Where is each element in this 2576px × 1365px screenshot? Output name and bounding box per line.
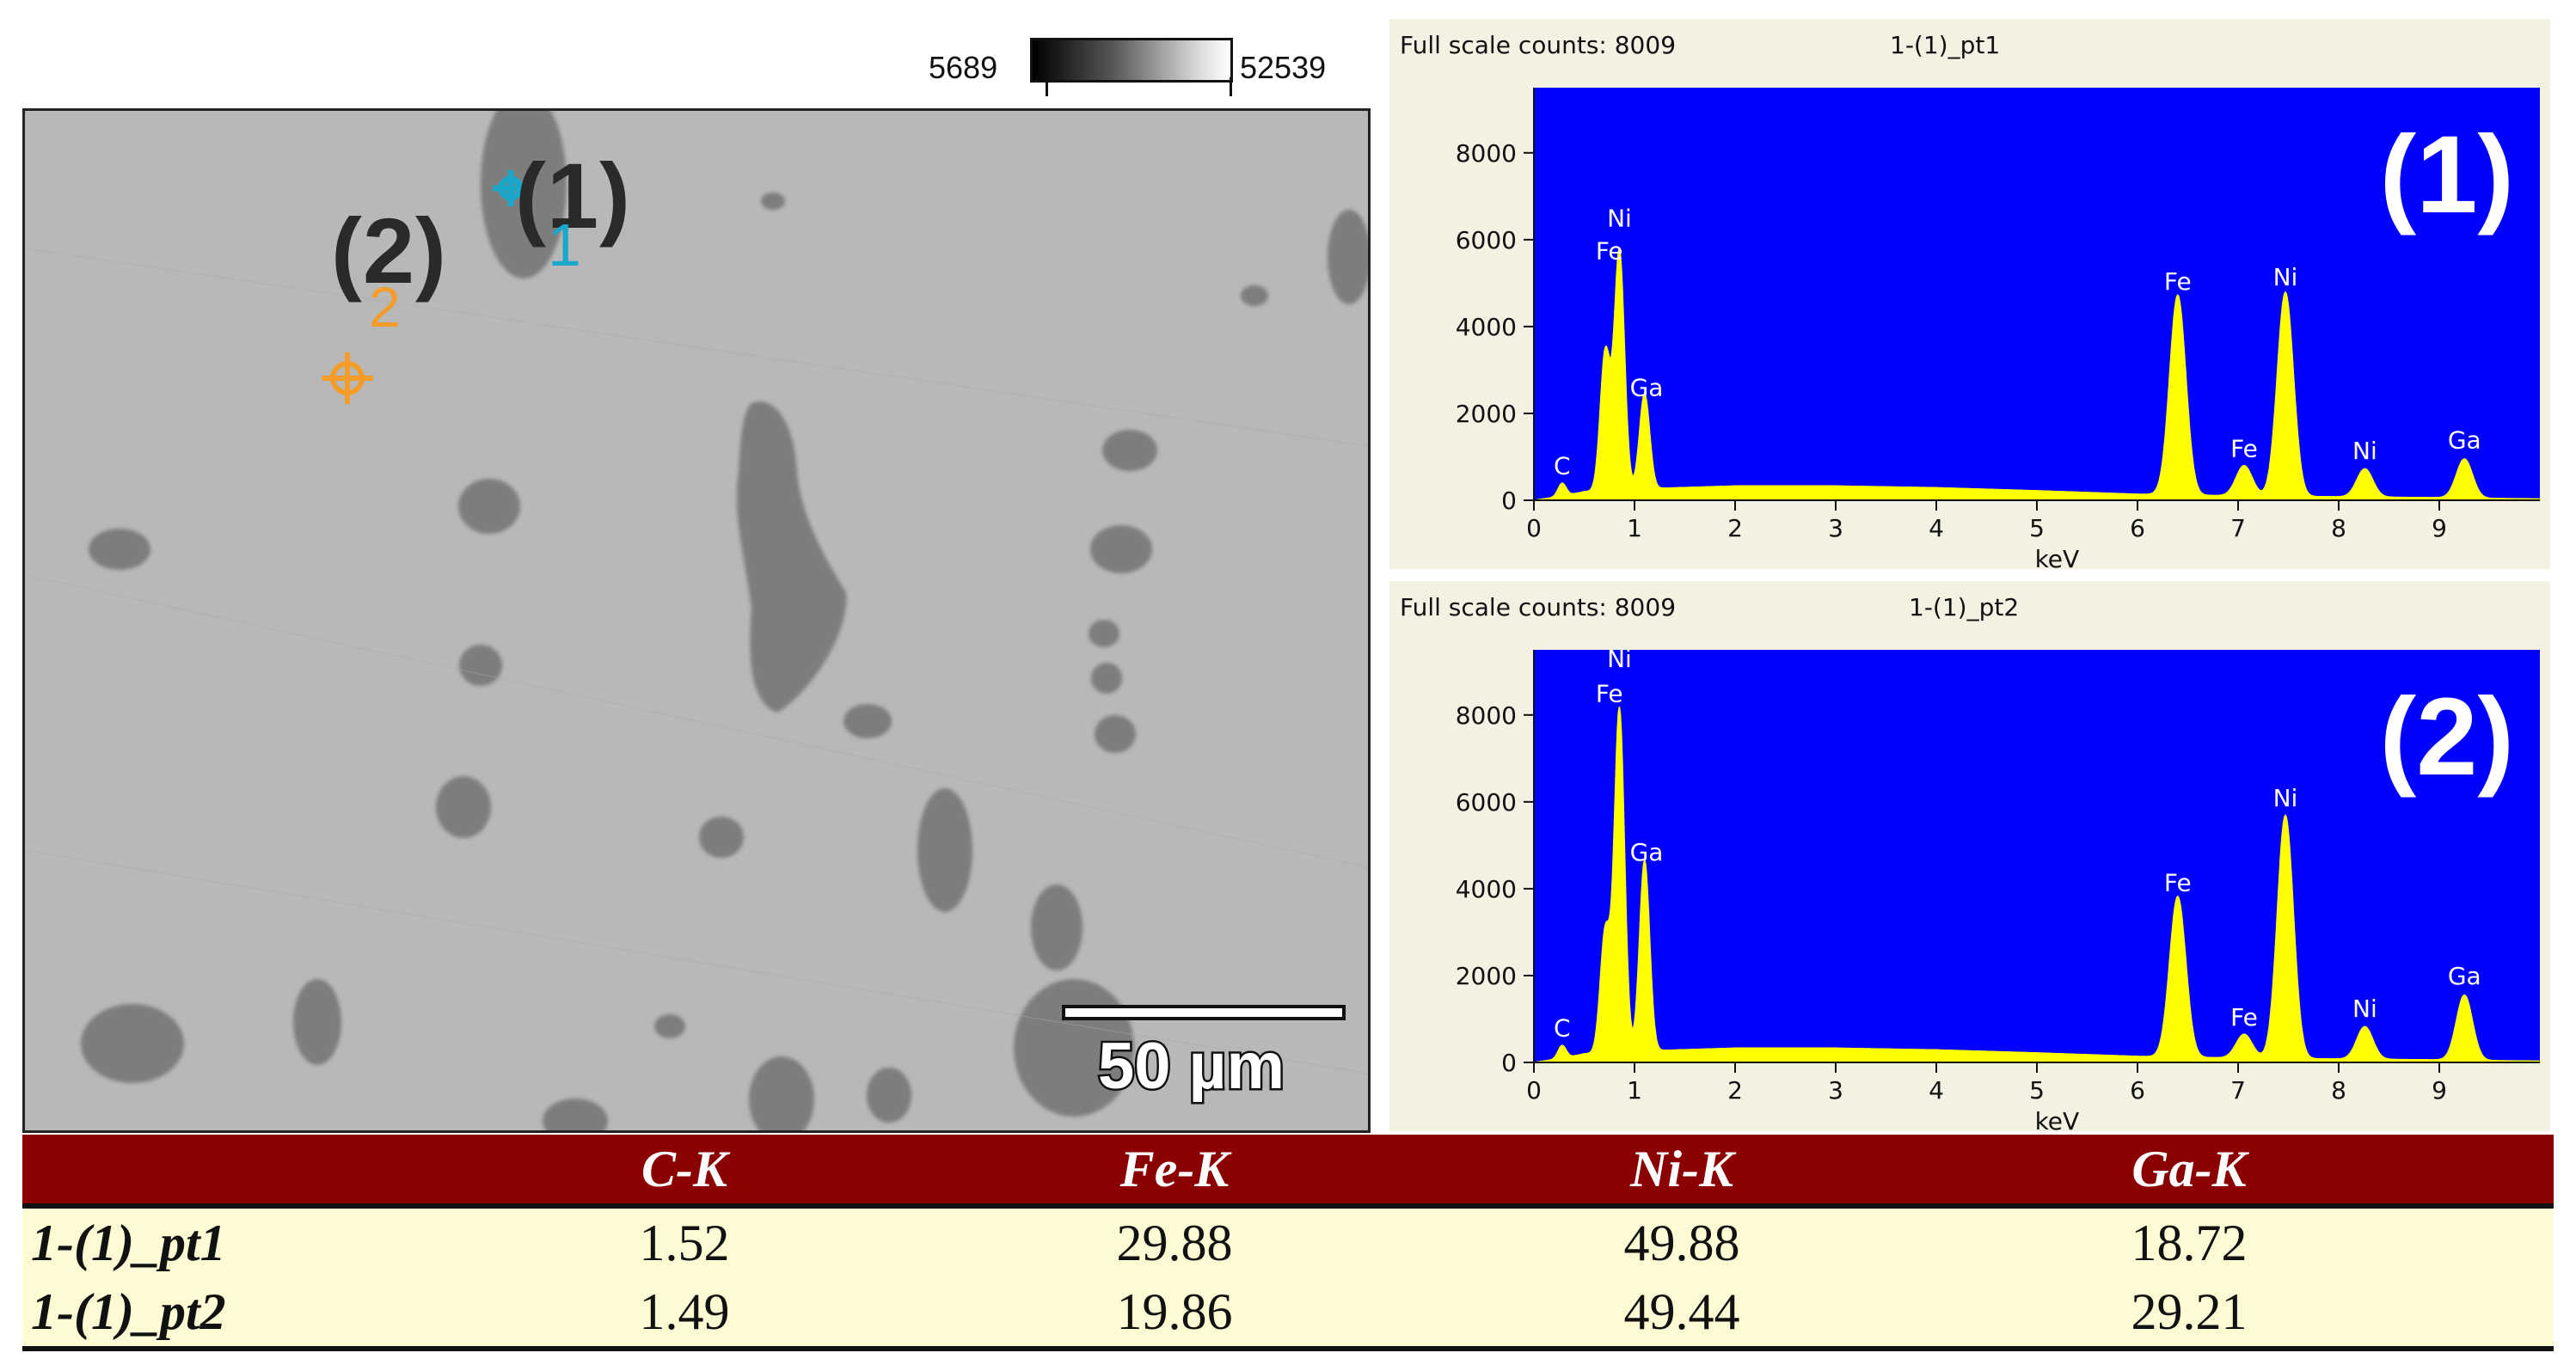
peak-label: Ni xyxy=(2273,263,2298,291)
x-tick-label: 5 xyxy=(2029,514,2045,542)
cell-fe-k: 19.86 xyxy=(1116,1283,1233,1340)
x-tick-label: 1 xyxy=(1627,514,1642,542)
grayscale-tick xyxy=(1046,77,1048,96)
marker-1-icon xyxy=(493,170,529,206)
x-tick-label: 9 xyxy=(2432,1076,2447,1105)
cell-c-k: 1.52 xyxy=(639,1215,730,1271)
y-tick-label: 6000 xyxy=(1456,788,1517,817)
panel-label: (2) xyxy=(2380,676,2514,799)
peak-label: Fe xyxy=(2230,434,2258,462)
marker-2-index: 2 xyxy=(369,275,401,339)
x-tick-label: 6 xyxy=(2130,1076,2145,1105)
x-tick-label: 9 xyxy=(2432,514,2447,542)
grayscale-min-label: 5689 xyxy=(929,50,998,85)
table-row: 1-(1)_pt1 1.52 29.88 49.88 18.72 xyxy=(22,1209,2554,1277)
eds-spectrum-1: Full scale counts: 8009 1-(1)_pt1 C Ni Fe G… xyxy=(1389,19,2550,569)
x-tick-label: 3 xyxy=(1828,1076,1843,1105)
sem-micrograph: (1) (2) 1 2 50 µm xyxy=(22,108,1371,1133)
spectrum-1-name: 1-(1)_pt1 xyxy=(1890,31,2001,59)
eds-spectrum-2: Full scale counts: 8009 1-(1)_pt2 C Ni Fe G… xyxy=(1389,581,2550,1131)
spectrum-2-counts: Full scale counts: 8009 xyxy=(1400,593,1677,621)
peak-label: C xyxy=(1554,1014,1571,1043)
y-tick-label: 8000 xyxy=(1456,701,1517,730)
x-tick-label: 1 xyxy=(1627,1076,1642,1105)
peak-label: Ni xyxy=(1607,205,1632,233)
column-header-c-k: C-K xyxy=(641,1141,728,1197)
peak-label: Fe xyxy=(2230,1003,2258,1031)
x-tick-label: 4 xyxy=(1929,514,1944,542)
spectrum-1-plot: C Ni Fe Ga Fe Fe Ni Ni Ga (1) 0 2000 4000 6000 8000 0 1 2… xyxy=(1456,88,2541,569)
scale-bar xyxy=(1062,1005,1346,1020)
point-1-label: (1) xyxy=(515,144,631,248)
peak-label: Ga xyxy=(1630,838,1664,866)
y-tick-label: 0 xyxy=(1501,1049,1517,1077)
peak-label: Ni xyxy=(2352,995,2377,1023)
cell-ga-k: 18.72 xyxy=(2131,1215,2248,1271)
y-tick-label: 8000 xyxy=(1456,139,1517,168)
y-tick-label: 0 xyxy=(1501,487,1517,515)
y-tick-label: 2000 xyxy=(1456,400,1517,428)
marker-2-icon xyxy=(322,352,373,404)
peak-label: Ni xyxy=(2352,437,2377,465)
cell-ga-k: 29.21 xyxy=(2131,1283,2248,1340)
x-axis-label: keV xyxy=(2035,545,2080,569)
plot-area xyxy=(1534,88,2540,500)
grayscale-gradient xyxy=(1030,38,1233,83)
peak-label: Ga xyxy=(2448,425,2481,454)
x-tick-label: 0 xyxy=(1526,514,1542,542)
scale-bar-label: 50 µm xyxy=(1095,1028,1286,1105)
row-name: 1-(1)_pt1 xyxy=(31,1215,226,1271)
cell-fe-k: 29.88 xyxy=(1116,1215,1233,1271)
plot-area xyxy=(1534,650,2540,1062)
grayscale-bar: 5689 52539 xyxy=(929,33,1444,101)
x-tick-label: 2 xyxy=(1727,514,1743,542)
grayscale-tick xyxy=(1230,77,1232,96)
x-tick-label: 5 xyxy=(2029,1076,2045,1105)
micrograph-image xyxy=(25,111,1368,1130)
x-tick-label: 6 xyxy=(2130,514,2145,542)
spectrum-2-plot: C Ni Fe Ga Fe Fe Ni Ni Ga (2) 0 2000 4000 6000 8000 0 1 2… xyxy=(1456,645,2541,1131)
spectrum-1-counts: Full scale counts: 8009 xyxy=(1400,31,1677,59)
spectrum-series xyxy=(1533,248,2541,501)
peak-label: Fe xyxy=(1596,237,1623,266)
y-tick-label: 2000 xyxy=(1456,962,1517,990)
x-tick-label: 8 xyxy=(2331,1076,2346,1105)
peak-label: Ni xyxy=(2273,784,2298,812)
table-header-row: C-K Fe-K Ni-K Ga-K xyxy=(22,1135,2554,1209)
y-tick-label: 4000 xyxy=(1456,313,1517,341)
x-axis-label: keV xyxy=(2035,1107,2080,1131)
cell-c-k: 1.49 xyxy=(639,1283,730,1340)
x-tick-label: 2 xyxy=(1727,1076,1743,1105)
x-tick-label: 4 xyxy=(1929,1076,1944,1105)
x-tick-label: 3 xyxy=(1828,514,1843,542)
peak-label: Ni xyxy=(1607,645,1632,673)
marker-1-index: 1 xyxy=(548,211,581,279)
table-row: 1-(1)_pt2 1.49 19.86 49.44 29.21 xyxy=(22,1277,2554,1351)
peak-label: Ga xyxy=(1630,374,1664,402)
panel-label: (1) xyxy=(2380,113,2514,236)
x-tick-label: 0 xyxy=(1526,1076,1542,1105)
x-tick-label: 7 xyxy=(2230,514,2246,542)
peak-label: Fe xyxy=(1596,680,1623,708)
cell-ni-k: 49.44 xyxy=(1623,1283,1740,1340)
spectrum-2-name: 1-(1)_pt2 xyxy=(1909,593,2020,621)
grayscale-max-label: 52539 xyxy=(1240,50,1327,85)
column-header-ga-k: Ga-K xyxy=(2131,1141,2247,1197)
cell-ni-k: 49.88 xyxy=(1623,1215,1740,1271)
row-name: 1-(1)_pt2 xyxy=(31,1283,226,1340)
peak-label: Fe xyxy=(2164,267,2192,296)
peak-label: Ga xyxy=(2448,962,2481,990)
composition-table: C-K Fe-K Ni-K Ga-K 1-(1)_pt1 1.52 29.88 … xyxy=(22,1135,2554,1351)
x-tick-label: 8 xyxy=(2331,514,2346,542)
peak-label: C xyxy=(1554,452,1571,481)
column-header-fe-k: Fe-K xyxy=(1119,1141,1230,1197)
column-header-ni-k: Ni-K xyxy=(1630,1141,1733,1197)
point-2-label: (2) xyxy=(331,199,447,303)
y-tick-label: 6000 xyxy=(1456,226,1517,254)
peak-label: Fe xyxy=(2164,868,2192,897)
x-tick-label: 7 xyxy=(2230,1076,2246,1105)
spectrum-series xyxy=(1533,707,2541,1063)
y-tick-label: 4000 xyxy=(1456,875,1517,903)
